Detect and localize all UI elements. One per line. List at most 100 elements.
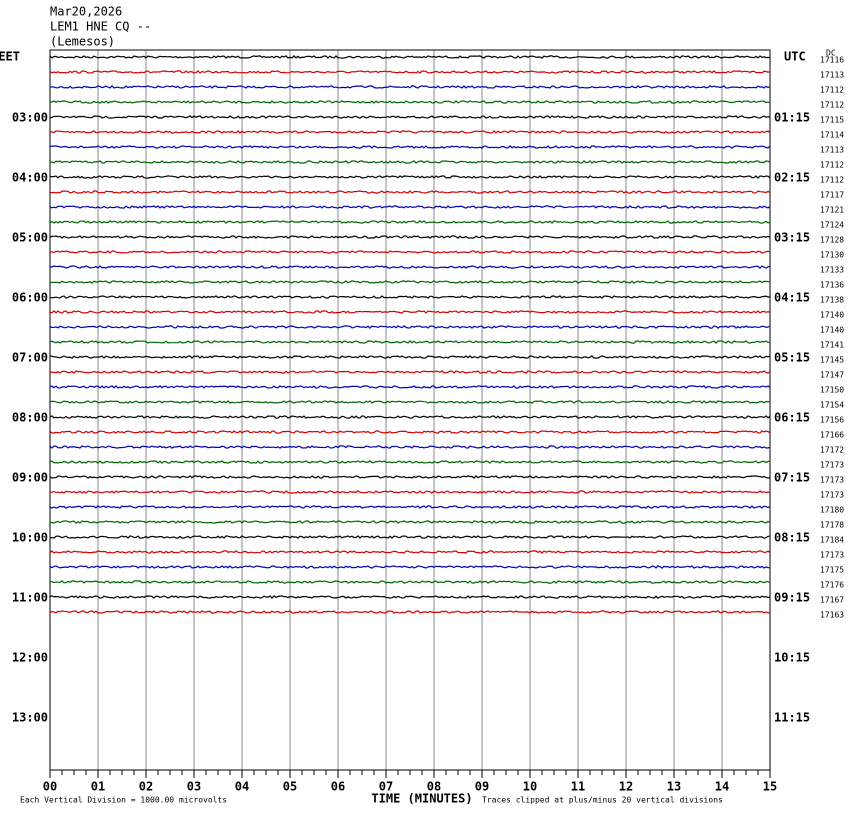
trace	[49, 385, 771, 389]
dc-value: 17113	[820, 146, 844, 155]
trace	[49, 160, 771, 164]
x-tick-label: 02	[139, 780, 153, 794]
trace	[49, 250, 771, 254]
trace	[49, 310, 771, 314]
dc-value: 17115	[820, 116, 844, 125]
left-time-label: 13:00	[12, 711, 48, 725]
right-time-label: 02:15	[774, 171, 810, 185]
trace	[49, 370, 771, 374]
x-tick-label: 03	[187, 780, 201, 794]
dc-value: 17117	[820, 191, 844, 200]
trace	[49, 355, 771, 359]
dc-value: 17180	[820, 506, 844, 515]
station: LEM1 HNE CQ --	[50, 20, 151, 34]
trace	[49, 430, 771, 434]
plot-border	[49, 49, 771, 771]
dc-value: 17172	[820, 446, 844, 455]
trace	[50, 520, 771, 524]
x-tick-label: 12	[619, 780, 633, 794]
date: Mar20,2026	[50, 5, 122, 19]
trace	[49, 55, 771, 59]
clip-note: Traces clipped at plus/minus 20 vertical…	[482, 796, 723, 805]
dc-value: 17176	[820, 581, 844, 590]
dc-value: 17173	[820, 491, 844, 500]
dc-header: DC	[826, 49, 836, 58]
trace	[49, 595, 771, 599]
left-time-label: 09:00	[12, 471, 48, 485]
dc-value: 17113	[820, 71, 844, 80]
dc-value: 17166	[820, 431, 844, 440]
right-time-label: 06:15	[774, 411, 810, 425]
trace	[49, 265, 771, 269]
trace	[49, 460, 771, 464]
dc-value: 17140	[820, 326, 844, 335]
dc-value: 17140	[820, 311, 844, 320]
trace	[49, 70, 771, 74]
dc-value: 17121	[820, 206, 844, 215]
trace	[49, 610, 770, 614]
trace	[49, 475, 771, 479]
trace	[49, 85, 771, 89]
trace	[49, 340, 771, 344]
right-time-label: 04:15	[774, 291, 810, 305]
left-time-label: 06:00	[12, 291, 48, 305]
x-tick-label: 07	[379, 780, 393, 794]
dc-value: 17112	[820, 161, 844, 170]
left-time-label: 12:00	[12, 651, 48, 665]
right-time-label: 07:15	[774, 471, 810, 485]
left-time-label: 11:00	[12, 591, 48, 605]
left-time-label: 05:00	[12, 231, 48, 245]
right-time-label: 03:15	[774, 231, 810, 245]
x-tick-label: 00	[43, 780, 57, 794]
left-time-label: 10:00	[12, 531, 48, 545]
left-time-label: 08:00	[12, 411, 48, 425]
trace	[49, 280, 771, 284]
x-tick-label: 01	[91, 780, 105, 794]
dc-value: 17184	[820, 536, 844, 545]
right-time-label: 10:15	[774, 651, 810, 665]
dc-value: 17112	[820, 86, 844, 95]
scale-note: Each Vertical Division = 1000.00 microvo…	[20, 796, 227, 805]
dc-value: 17130	[820, 251, 844, 260]
x-tick-label: 04	[235, 780, 249, 794]
dc-value: 17173	[820, 461, 844, 470]
x-tick-label: 06	[331, 780, 345, 794]
dc-value: 17173	[820, 551, 844, 560]
dc-value: 17175	[820, 566, 844, 575]
dc-value: 17178	[820, 521, 844, 530]
dc-value: 17154	[820, 401, 844, 410]
trace	[49, 325, 771, 329]
dc-value: 17136	[820, 281, 844, 290]
left-zone: EET	[0, 50, 20, 64]
dc-value: 17128	[820, 236, 844, 245]
trace	[49, 175, 771, 179]
trace	[49, 295, 770, 299]
left-time-label: 03:00	[12, 111, 48, 125]
x-tick-label: 13	[667, 780, 681, 794]
dc-value: 17173	[820, 476, 844, 485]
trace	[49, 565, 770, 569]
trace	[49, 445, 771, 449]
dc-value: 17112	[820, 101, 844, 110]
dc-value: 17147	[820, 371, 844, 380]
right-time-label: 01:15	[774, 111, 810, 125]
right-zone: UTC	[784, 50, 806, 64]
dc-value: 17133	[820, 266, 844, 275]
x-tick-label: 11	[571, 780, 585, 794]
left-time-label: 07:00	[12, 351, 48, 365]
trace	[49, 235, 771, 239]
right-time-label: 05:15	[774, 351, 810, 365]
trace	[50, 535, 771, 539]
trace	[50, 115, 771, 119]
x-tick-label: 05	[283, 780, 297, 794]
trace	[49, 220, 771, 224]
trace	[49, 130, 771, 134]
trace	[49, 415, 771, 419]
trace	[49, 550, 771, 554]
trace	[49, 400, 771, 404]
trace	[49, 580, 771, 584]
dc-value: 17150	[820, 386, 844, 395]
dc-value: 17156	[820, 416, 844, 425]
right-time-label: 08:15	[774, 531, 810, 545]
